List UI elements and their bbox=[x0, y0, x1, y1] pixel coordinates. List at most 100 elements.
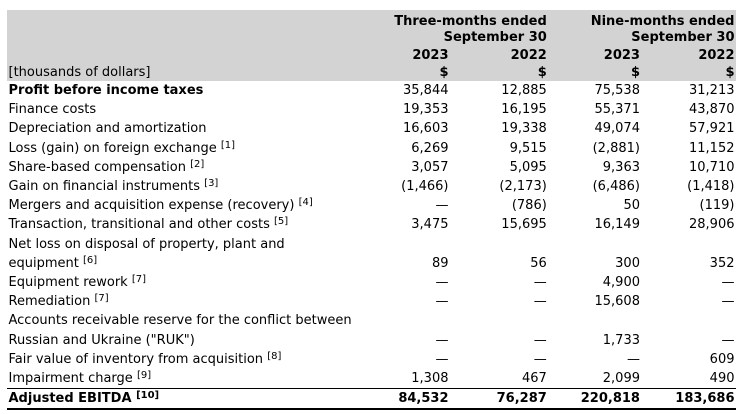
row-label-cell: Gain on financial instruments [3] bbox=[7, 177, 355, 196]
period-line1: Nine-months ended bbox=[590, 14, 735, 29]
row-label-cell: Loss (gain) on foreign exchange [1] bbox=[7, 139, 355, 158]
value-cell: 10,710 bbox=[689, 159, 735, 175]
total-row: Adjusted EBITDA [10] 84,532 76,287 220,8… bbox=[7, 388, 736, 411]
value-cell: (2,881) bbox=[592, 140, 640, 156]
adjusted-ebitda-table: Three-months ended September 30 Nine-mont… bbox=[7, 10, 736, 411]
table-row: Loss (gain) on foreign exchange [1] 6,26… bbox=[7, 139, 736, 158]
row-label-cell: Mergers and acquisition expense (recover… bbox=[7, 196, 355, 215]
value-cell: 16,603 bbox=[403, 121, 449, 137]
value-cell: 56 bbox=[530, 255, 547, 271]
value-cell: — bbox=[435, 351, 449, 367]
value-cell: 6,269 bbox=[411, 140, 449, 156]
unit-header-row: [thousands of dollars] $ $ $ $ bbox=[7, 63, 736, 81]
value-cell: 1,308 bbox=[411, 371, 449, 387]
footnote-ref: [4] bbox=[298, 197, 313, 209]
unit-label: [thousands of dollars] bbox=[7, 63, 355, 81]
footnote-ref: [5] bbox=[274, 216, 289, 228]
value-cell: 89 bbox=[431, 255, 449, 271]
table-row: Accounts receivable reserve for the conf… bbox=[7, 311, 736, 349]
row-label: Profit before income taxes bbox=[8, 83, 204, 98]
period-line2: September 30 bbox=[443, 29, 547, 45]
footnote-ref: [6] bbox=[83, 254, 98, 266]
value-cell: — bbox=[435, 332, 449, 348]
value-cell: 1,733 bbox=[602, 332, 640, 348]
row-label-cell: Share-based compensation [2] bbox=[7, 158, 355, 177]
row-label-cell: Net loss on disposal of property, plant … bbox=[7, 235, 355, 273]
year-header: 2022 bbox=[640, 45, 736, 64]
table-row: Gain on financial instruments [3] (1,466… bbox=[7, 177, 736, 196]
footnote-ref: [9] bbox=[136, 370, 152, 382]
row-label-cell: Finance costs bbox=[7, 100, 355, 119]
row-label-cell: Depreciation and amortization bbox=[7, 119, 355, 138]
value-cell: — bbox=[435, 294, 449, 310]
value-cell: (2,173) bbox=[499, 179, 547, 195]
value-cell: 35,844 bbox=[403, 83, 449, 98]
value-cell: 49,074 bbox=[594, 121, 640, 137]
table-row: Remediation [7] — — 15,608 — bbox=[7, 292, 736, 311]
value-cell: — bbox=[533, 351, 547, 367]
row-label: Mergers and acquisition expense (recover… bbox=[8, 198, 295, 214]
row-label-cell: Remediation [7] bbox=[7, 292, 355, 311]
row-label: Remediation bbox=[8, 294, 91, 310]
total-value-cell: 183,686 bbox=[640, 388, 736, 411]
table-row: Equipment rework [7] — — 4,900 — bbox=[7, 273, 736, 292]
table-row: Transaction, transitional and other cost… bbox=[7, 215, 736, 234]
row-label: Depreciation and amortization bbox=[8, 121, 207, 137]
value-cell: — bbox=[435, 275, 449, 291]
row-label-cell: Impairment charge [9] bbox=[7, 369, 355, 388]
currency-symbol: $ bbox=[355, 63, 450, 81]
value-cell: (786) bbox=[511, 198, 547, 214]
value-cell: 16,149 bbox=[594, 217, 640, 233]
value-cell: 4,900 bbox=[602, 275, 640, 291]
value-cell: 19,353 bbox=[403, 102, 449, 118]
footnote-ref: [10] bbox=[136, 390, 160, 402]
table-row: Impairment charge [9] 1,308 467 2,099 49… bbox=[7, 369, 736, 388]
row-label: Accounts receivable reserve for the conf… bbox=[8, 313, 352, 348]
footnote-ref: [7] bbox=[131, 274, 147, 286]
period-header-row: Three-months ended September 30 Nine-mont… bbox=[7, 10, 736, 46]
year-header: 2023 bbox=[547, 45, 641, 64]
three-months-header: Three-months ended September 30 bbox=[355, 10, 548, 46]
value-cell: (1,418) bbox=[687, 179, 735, 195]
row-label-cell: Transaction, transitional and other cost… bbox=[7, 215, 355, 234]
footnote-ref: [8] bbox=[267, 350, 282, 362]
value-cell: — bbox=[721, 275, 735, 291]
value-cell: 75,538 bbox=[594, 83, 640, 98]
year-header-row: 2023 2022 2023 2022 bbox=[7, 45, 736, 64]
row-label: Transaction, transitional and other cost… bbox=[8, 217, 270, 233]
table-row: Mergers and acquisition expense (recover… bbox=[7, 196, 736, 215]
value-cell: 28,906 bbox=[689, 217, 735, 233]
value-cell: 15,608 bbox=[594, 294, 640, 310]
footnote-ref: [2] bbox=[190, 158, 205, 170]
value-cell: 11,152 bbox=[689, 140, 735, 156]
value-cell: 12,885 bbox=[501, 83, 547, 98]
table-row: Share-based compensation [2] 3,057 5,095… bbox=[7, 158, 736, 177]
value-cell: 467 bbox=[521, 371, 547, 387]
value-cell: (119) bbox=[699, 198, 735, 214]
value-cell: — bbox=[721, 332, 735, 348]
value-cell: 9,363 bbox=[602, 159, 640, 175]
value-cell: 57,921 bbox=[689, 121, 735, 137]
total-value-cell: 220,818 bbox=[547, 388, 641, 411]
header-spacer bbox=[7, 45, 355, 64]
value-cell: 50 bbox=[623, 198, 640, 214]
table-row: Fair value of inventory from acquisition… bbox=[7, 350, 736, 369]
row-label-cell: Equipment rework [7] bbox=[7, 273, 355, 292]
value-cell: 55,371 bbox=[594, 102, 640, 118]
value-cell: 19,338 bbox=[501, 121, 547, 137]
value-cell: 16,195 bbox=[501, 102, 547, 118]
value-cell: 9,515 bbox=[509, 140, 547, 156]
row-label-cell: Profit before income taxes bbox=[7, 81, 355, 100]
value-cell: — bbox=[533, 332, 547, 348]
table-row: Profit before income taxes 35,844 12,885… bbox=[7, 81, 736, 100]
total-value-cell: 76,287 bbox=[449, 388, 548, 411]
table-row: Finance costs 19,353 16,195 55,371 43,87… bbox=[7, 100, 736, 119]
total-row-label: Adjusted EBITDA bbox=[8, 391, 132, 407]
row-label-cell: Fair value of inventory from acquisition… bbox=[7, 350, 355, 369]
value-cell: 300 bbox=[615, 255, 640, 271]
year-header: 2022 bbox=[449, 45, 548, 64]
value-cell: (6,486) bbox=[592, 179, 640, 195]
row-label: Net loss on disposal of property, plant … bbox=[8, 236, 285, 271]
table-row: Net loss on disposal of property, plant … bbox=[7, 235, 736, 273]
row-label: Finance costs bbox=[8, 102, 97, 118]
